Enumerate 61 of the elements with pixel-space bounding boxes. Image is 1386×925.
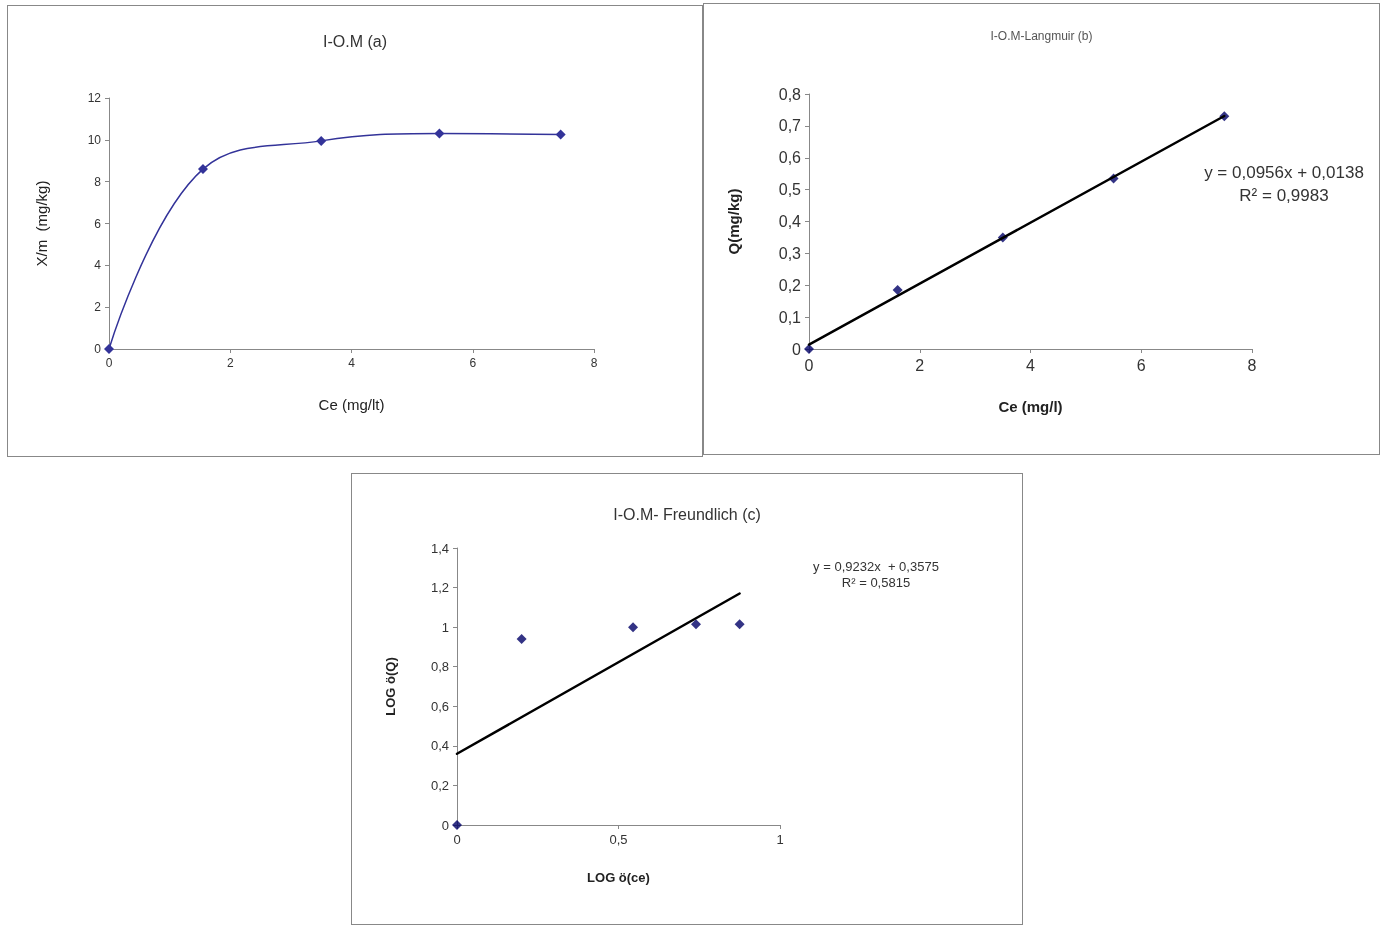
chart-title: I-O.M-Langmuir (b)	[990, 29, 1093, 43]
point	[452, 820, 462, 830]
y-tick-label: 1,2	[430, 580, 449, 596]
y-tick-label: 2	[94, 300, 102, 315]
text: R² = 0,5815	[841, 575, 911, 590]
y-tick-label: 0	[441, 817, 449, 833]
y-axis-title: Q(mg/kg)	[725, 188, 742, 255]
y-axis-title: X/m (mg/kg)	[33, 180, 50, 267]
point	[316, 135, 327, 146]
y-tick-label: 0,3	[778, 244, 802, 262]
annotation: y = 0,0956x + 0,0138	[1204, 163, 1364, 182]
y-tick-label: 12	[87, 91, 102, 105]
y-tick-label: 0	[94, 342, 102, 356]
point	[197, 164, 208, 175]
x-tick-label: 8	[590, 356, 598, 370]
x-tick-label: 0,5	[609, 832, 628, 847]
text: y = 0,9232x + 0,3575	[813, 559, 939, 574]
y-tick-label: 8	[94, 174, 102, 189]
x-tick-label: 4	[348, 356, 356, 370]
y-tick-label: 4	[94, 258, 102, 273]
y-tick-label: 1,4	[430, 540, 449, 556]
x-axis-title: Ce (mg/lt)	[318, 396, 385, 413]
x-tick-label: 4	[1026, 356, 1036, 374]
x-tick-label: 6	[469, 356, 477, 370]
y-tick-label: 0,6	[430, 698, 449, 714]
annotation: R² = 0,9983	[1239, 186, 1329, 205]
y-tick-label: 0	[792, 340, 802, 358]
point	[516, 634, 527, 645]
point	[892, 285, 903, 296]
x-axis-title: LOG ö(ce)	[587, 870, 650, 885]
y-tick-label: 0,4	[778, 213, 802, 230]
x-tick-label: 0	[453, 832, 461, 847]
point	[555, 129, 566, 140]
y-tick-label: 0,4	[430, 738, 449, 754]
y-tick-label: 0,6	[778, 149, 802, 167]
y-tick-label: 1	[441, 619, 449, 635]
x-axis-title: Ce (mg/l)	[998, 398, 1063, 415]
point	[104, 344, 114, 354]
chart-title: I-O.M (a)	[323, 32, 387, 50]
y-axis-title: LOG ö(Q)	[383, 657, 398, 716]
y-tick-label: 0,8	[778, 85, 802, 103]
point	[804, 344, 814, 354]
y-tick-label: 6	[94, 216, 102, 231]
point	[691, 619, 702, 630]
x-tick-label: 2	[915, 356, 925, 374]
y-tick-label: 0,2	[430, 777, 449, 793]
chart-title: I-O.M- Freundlich (c)	[613, 505, 761, 523]
x-tick-label: 6	[1136, 356, 1146, 374]
x-tick-label: 0	[105, 356, 113, 370]
point	[734, 619, 745, 630]
y-tick-label: 0,7	[778, 117, 802, 135]
y-tick-label: 10	[87, 132, 102, 147]
y-tick-label: 0,5	[778, 181, 802, 199]
y-tick-label: 0,2	[778, 276, 802, 294]
x-tick-label: 8	[1247, 356, 1257, 374]
x-tick-label: 2	[226, 356, 234, 370]
point	[628, 622, 639, 633]
y-tick-label: 0,8	[430, 659, 449, 675]
point	[434, 128, 445, 139]
y-tick-label: 0,1	[778, 308, 802, 326]
x-tick-label: 0	[804, 356, 814, 374]
